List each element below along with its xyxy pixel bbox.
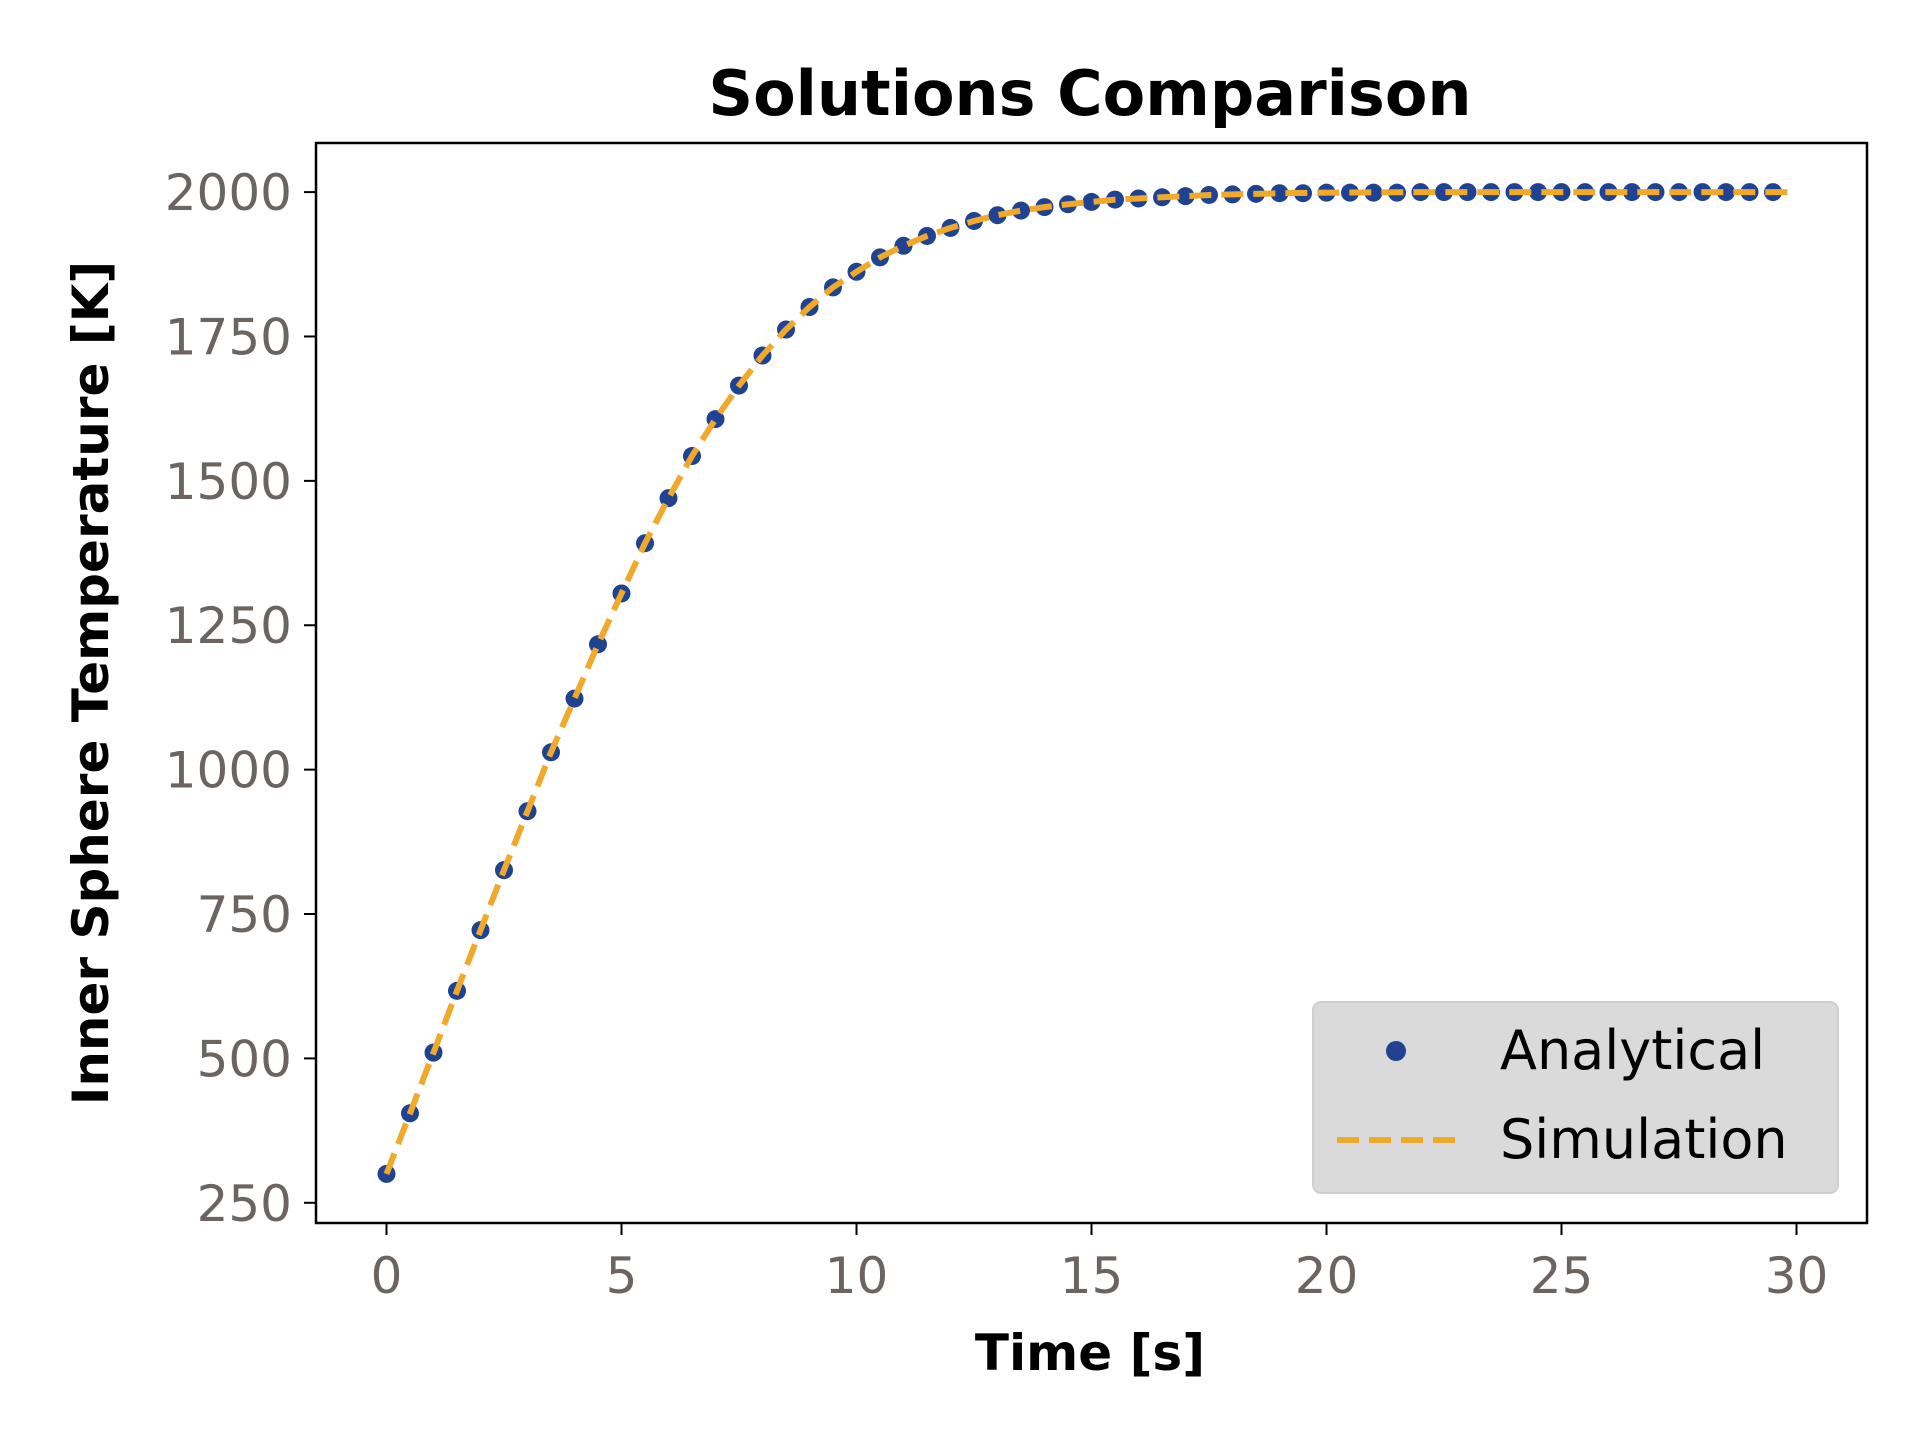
x-tick-label: 20 <box>1295 1247 1359 1305</box>
y-tick-label: 1750 <box>165 308 292 366</box>
y-tick-label: 750 <box>197 886 292 944</box>
y-tick-label: 1500 <box>165 453 292 511</box>
x-tick-label: 5 <box>606 1247 638 1305</box>
analytical-point <box>1435 183 1453 202</box>
x-tick-label: 10 <box>825 1247 889 1305</box>
y-tick-label: 2000 <box>165 164 292 222</box>
y-tick-label: 1250 <box>165 597 292 655</box>
x-tick-label: 25 <box>1530 1247 1594 1305</box>
chart-title: Solutions Comparison <box>708 57 1471 130</box>
y-tick-label: 250 <box>197 1175 292 1233</box>
analytical-point <box>988 206 1007 225</box>
y-axis-label: Inner Sphere Temperature [K] <box>62 261 120 1106</box>
analytical-point <box>1623 183 1641 202</box>
analytical-point <box>1082 192 1101 211</box>
legend-label-simulation: Simulation <box>1500 1108 1788 1171</box>
y-tick-label: 1000 <box>165 742 292 800</box>
analytical-point <box>1270 184 1289 203</box>
analytical-point <box>1012 201 1030 220</box>
legend-marker-analytical <box>1386 1041 1406 1061</box>
x-tick-label: 0 <box>371 1247 403 1305</box>
legend: Analytical Simulation <box>1312 1001 1839 1194</box>
x-axis-label: Time [s] <box>975 1324 1205 1382</box>
analytical-point <box>1176 187 1195 206</box>
analytical-point <box>1529 183 1547 202</box>
plot-area-frame <box>314 141 1869 1225</box>
legend-box <box>1312 1001 1839 1194</box>
analytical-point <box>1364 183 1383 202</box>
legend-label-analytical: Analytical <box>1500 1019 1765 1082</box>
analytical-point <box>1458 183 1477 202</box>
y-tick-label: 500 <box>197 1030 292 1088</box>
analytical-point <box>1717 183 1735 202</box>
x-tick-label: 15 <box>1060 1247 1124 1305</box>
x-tick-label: 30 <box>1765 1247 1829 1305</box>
